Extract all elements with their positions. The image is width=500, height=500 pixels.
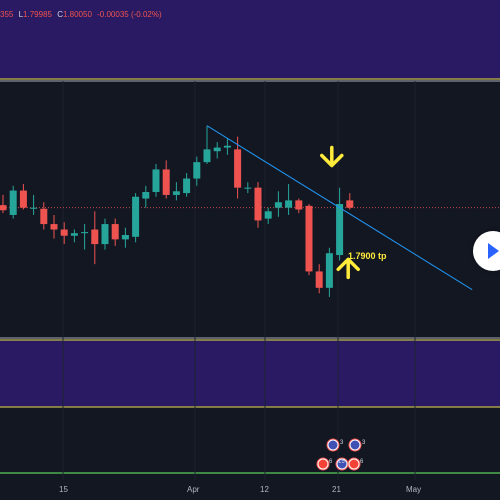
ohlc-header: 355 L1.79985 C1.80050 -0.00035 (-0.02%) bbox=[0, 0, 165, 30]
x-tick-label: Apr bbox=[187, 485, 200, 494]
top-band bbox=[0, 0, 500, 79]
candle-body[interactable] bbox=[70, 233, 78, 236]
candle-body[interactable] bbox=[81, 232, 89, 234]
candle-body[interactable] bbox=[315, 271, 323, 288]
candle-body[interactable] bbox=[121, 235, 129, 240]
trendline[interactable] bbox=[206, 125, 473, 291]
candle-body[interactable] bbox=[162, 169, 170, 195]
candle-body[interactable] bbox=[132, 196, 140, 237]
candle-body[interactable] bbox=[264, 211, 272, 219]
candle-body[interactable] bbox=[142, 192, 150, 199]
x-tick-label: 12 bbox=[260, 485, 269, 494]
candle-body[interactable] bbox=[172, 191, 180, 195]
event-count: 6 bbox=[360, 459, 364, 465]
event-count: 6 bbox=[329, 459, 333, 465]
event-icon[interactable]: 3 bbox=[348, 438, 366, 452]
candle-body[interactable] bbox=[305, 205, 313, 272]
candle-body[interactable] bbox=[223, 145, 231, 148]
change-value: -0.00035 (-0.02%) bbox=[97, 10, 162, 19]
event-count: 15 bbox=[338, 459, 345, 465]
x-tick-label: 15 bbox=[59, 485, 68, 494]
candle-body[interactable] bbox=[254, 187, 262, 221]
candle-body[interactable] bbox=[152, 169, 160, 193]
ohlc-prefix: 355 bbox=[0, 10, 14, 19]
candle-body[interactable] bbox=[325, 253, 333, 288]
arrow-up-icon[interactable] bbox=[336, 257, 360, 280]
event-icon[interactable]: 6 bbox=[316, 457, 333, 471]
arrow-down-icon[interactable] bbox=[320, 145, 344, 168]
candle-body[interactable] bbox=[295, 200, 303, 210]
candles bbox=[0, 125, 354, 297]
candle-body[interactable] bbox=[101, 224, 109, 245]
candle-body[interactable] bbox=[183, 178, 191, 194]
grid-lines bbox=[62, 81, 416, 480]
event-count: 3 bbox=[340, 440, 344, 446]
event-icon[interactable]: 15 bbox=[335, 457, 349, 471]
candle-body[interactable] bbox=[274, 202, 282, 208]
x-tick-label: May bbox=[406, 485, 421, 494]
candle-body[interactable] bbox=[111, 224, 119, 240]
close-value: 1.80050 bbox=[62, 10, 92, 19]
events-area: 3 3 6 15 6 bbox=[316, 438, 366, 471]
candle-body[interactable] bbox=[234, 149, 242, 188]
candle-body[interactable] bbox=[40, 208, 48, 225]
candle-body[interactable] bbox=[91, 229, 99, 245]
candle-body[interactable] bbox=[213, 147, 221, 152]
mid-band bbox=[0, 340, 500, 407]
candle-body[interactable] bbox=[244, 187, 252, 189]
play-button[interactable] bbox=[473, 231, 500, 271]
event-icon[interactable]: 6 bbox=[347, 457, 364, 471]
candle-body[interactable] bbox=[30, 207, 38, 209]
close-label: C bbox=[57, 10, 63, 19]
x-axis: 15 Apr 12 21 May bbox=[59, 485, 421, 494]
candle-body[interactable] bbox=[285, 200, 293, 208]
play-icon bbox=[488, 243, 499, 259]
candle-body[interactable] bbox=[50, 224, 58, 230]
tp-label[interactable]: 1.7900 tp bbox=[348, 251, 387, 261]
candle-body[interactable] bbox=[193, 162, 201, 179]
candle-body[interactable] bbox=[19, 190, 27, 208]
candle-body[interactable] bbox=[9, 190, 17, 215]
x-tick-label: 21 bbox=[332, 485, 341, 494]
low-value: 1.79985 bbox=[23, 10, 52, 19]
event-icon[interactable]: 3 bbox=[326, 438, 344, 452]
event-count: 3 bbox=[362, 440, 366, 446]
low-label: L bbox=[18, 10, 24, 19]
candle-body[interactable] bbox=[60, 229, 68, 236]
candle-body[interactable] bbox=[203, 149, 211, 163]
candle-body[interactable] bbox=[336, 204, 344, 256]
candle-body[interactable] bbox=[0, 205, 7, 211]
candle-body[interactable] bbox=[346, 200, 354, 208]
